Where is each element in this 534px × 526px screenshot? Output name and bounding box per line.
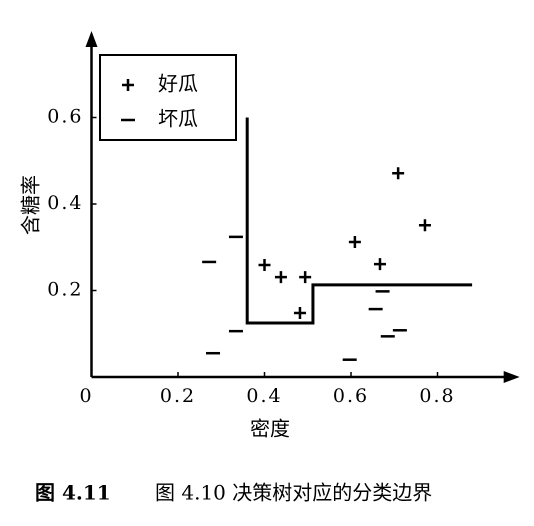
x-axis-label: 密度 <box>250 417 290 441</box>
caption-label: 图 4.11 <box>35 481 111 505</box>
y-axis-arrow <box>85 31 98 47</box>
good-point <box>373 258 386 271</box>
good-point <box>274 271 287 284</box>
legend-label: 坏瓜 <box>158 107 198 131</box>
y-tick-label: 0.6 <box>47 106 83 128</box>
good-point <box>258 258 271 271</box>
x-tick-label: 0.4 <box>246 385 282 407</box>
y-tick-label: 0.4 <box>47 192 83 214</box>
x-axis-arrow <box>503 371 520 383</box>
decision-boundary <box>245 117 473 325</box>
x-tick-label: 0.2 <box>160 385 196 407</box>
y-tick-label: 0.2 <box>47 279 83 301</box>
legend-box <box>99 54 237 141</box>
x-tick-label: 0 <box>79 385 93 407</box>
good-point <box>348 236 361 249</box>
caption-text: 图 4.10 决策树对应的分类边界 <box>155 481 432 505</box>
legend-marker <box>122 79 134 91</box>
good-point <box>299 271 312 284</box>
good-point <box>293 306 306 319</box>
good-point <box>392 167 405 180</box>
legend-label: 好瓜 <box>158 72 198 96</box>
y-axis-label: 含糖率 <box>19 175 43 235</box>
x-tick-label: 0.6 <box>333 385 369 407</box>
x-tick-label: 0.8 <box>419 385 455 407</box>
good-point <box>418 219 431 232</box>
